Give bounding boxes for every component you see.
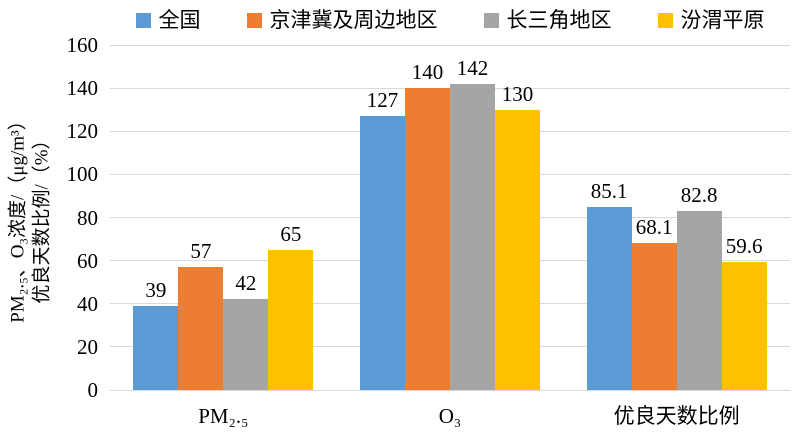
bar-value-label: 82.8 [680, 183, 718, 208]
bar-group: 39 57 42 65 [133, 221, 314, 390]
y-tick-label: 40 [77, 291, 98, 316]
bar-value-label: 59.6 [725, 233, 763, 258]
bar-value-label: 39 [145, 277, 167, 302]
y-tick-label: 100 [66, 162, 99, 187]
bar-wrap: 59.6 [721, 233, 767, 390]
y-tick-label: 20 [77, 334, 98, 359]
bar-wrap: 130 [495, 82, 540, 390]
bar [178, 267, 224, 390]
y-tick-label: 120 [66, 119, 99, 144]
legend-item-national: 全国 [135, 7, 201, 32]
bar-value-label: 42 [235, 271, 257, 296]
bar [676, 211, 722, 390]
bar-wrap: 142 [450, 56, 495, 390]
legend-swatch-national [135, 12, 151, 28]
bar [268, 249, 314, 390]
legend-label-jingjinji: 京津冀及周边地区 [269, 7, 438, 32]
legend: 全国 京津冀及周边地区 长三角地区 汾渭平原 [110, 6, 790, 34]
y-tick-label: 60 [77, 248, 98, 273]
bar-wrap: 39 [133, 277, 179, 390]
legend-label-fenwei-plain: 汾渭平原 [680, 7, 765, 32]
bar-wrap: 68.1 [631, 215, 677, 390]
legend-label-yangtze-delta: 长三角地区 [506, 7, 612, 32]
bar-wrap: 85.1 [586, 178, 632, 390]
x-axis-label: O₃ [438, 404, 462, 428]
bar-wrap: 57 [178, 239, 224, 390]
bar [495, 109, 540, 390]
legend-item-yangtze-delta: 长三角地区 [483, 7, 612, 32]
legend-swatch-yangtze-delta [483, 12, 499, 28]
bar-group: 127 140 142 130 [360, 56, 540, 390]
bar [360, 116, 405, 390]
bar [586, 206, 632, 390]
bar-wrap: 82.8 [676, 183, 722, 390]
x-axis-label: 优良天数比例 [613, 404, 740, 428]
legend-label-national: 全国 [158, 7, 201, 32]
bar [405, 88, 450, 390]
bar-wrap: 127 [360, 88, 405, 390]
gridline [110, 389, 790, 391]
bar [133, 305, 179, 390]
y-tick-label: 80 [77, 205, 98, 230]
bar-value-label: 65 [280, 221, 302, 246]
legend-item-fenwei-plain: 汾渭平原 [657, 7, 765, 32]
bar-wrap: 65 [268, 221, 314, 390]
bar [223, 299, 269, 390]
plot-area: 0 20 40 60 80 100 120 140 160 39 57 42 65 PM₂.₅ 127 140… [67, 33, 790, 428]
bar-value-label: 127 [366, 88, 399, 113]
bar-wrap: 140 [405, 60, 450, 390]
bar [721, 261, 767, 390]
legend-item-jingjinji: 京津冀及周边地区 [246, 7, 438, 32]
bar-value-label: 142 [456, 55, 489, 80]
bar-wrap: 42 [223, 271, 269, 390]
y-tick-label: 160 [66, 33, 99, 57]
bar-group: 85.1 68.1 82.8 59.6 [586, 178, 767, 390]
legend-swatch-fenwei-plain [657, 12, 673, 28]
bar [631, 243, 677, 390]
bar [450, 83, 495, 390]
y-tick-label: 0 [87, 378, 99, 402]
bar-value-label: 140 [411, 60, 444, 85]
bar-value-label: 57 [190, 239, 212, 264]
bar-value-label: 68.1 [635, 215, 673, 240]
x-axis-label: PM₂.₅ [198, 404, 249, 428]
y-tick-label: 140 [66, 76, 99, 101]
gridline [110, 44, 790, 46]
bar-value-label: 130 [501, 81, 534, 106]
bar-value-label: 85.1 [590, 178, 628, 203]
legend-swatch-jingjinji [246, 12, 262, 28]
